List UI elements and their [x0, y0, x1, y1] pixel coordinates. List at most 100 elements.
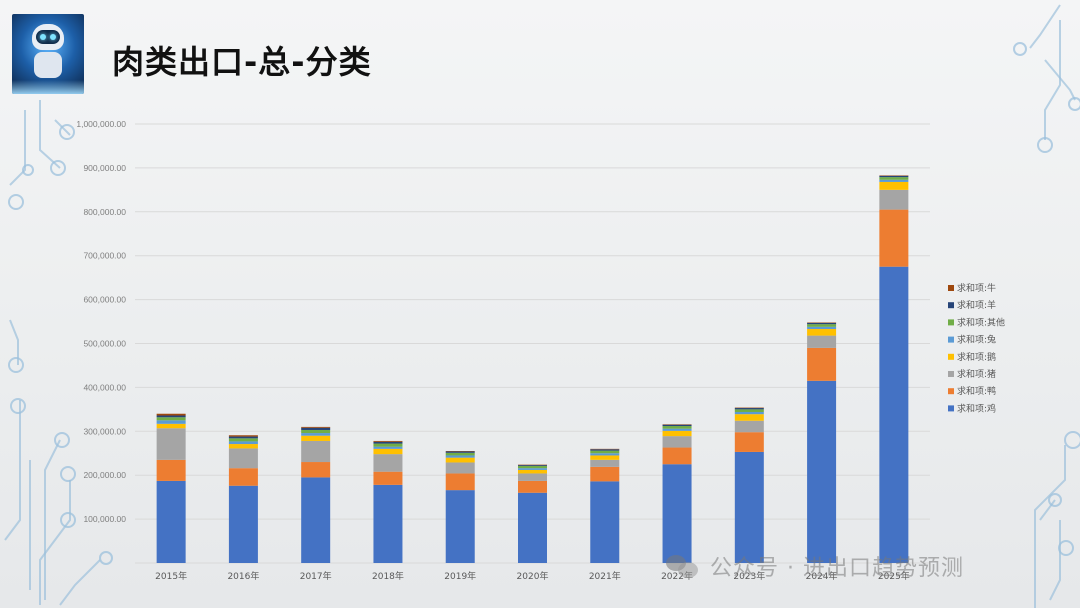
- y-tick-label: 500,000.00: [83, 339, 126, 349]
- bar-segment: [156, 428, 186, 460]
- bar-segment: [445, 490, 475, 563]
- bar-segment: [228, 448, 258, 469]
- bar-segment: [301, 440, 331, 463]
- bar-segment: [156, 413, 186, 416]
- bar-segment: [301, 427, 331, 430]
- watermark: 公众号 · 进出口趋势预测: [666, 550, 964, 582]
- bar-segment: [301, 429, 331, 434]
- bar-segment: [734, 409, 764, 412]
- bar-segment: [301, 426, 331, 428]
- bar-segment: [518, 465, 547, 466]
- bar-segment: [228, 438, 258, 442]
- bar-segment: [228, 436, 258, 439]
- bar-segment: [228, 444, 258, 449]
- legend-label: 求和项:羊: [957, 299, 996, 311]
- bar-segment: [590, 481, 620, 563]
- bar-segment: [807, 322, 837, 325]
- x-tick-label: 2017年: [300, 570, 332, 582]
- x-tick-label: 2015年: [155, 570, 187, 582]
- bar-segment: [734, 408, 764, 410]
- bar-segment: [373, 454, 403, 472]
- legend-label: 求和项:鹅: [957, 351, 996, 363]
- bar-segment: [662, 428, 692, 431]
- bar-segment: [879, 175, 909, 178]
- legend-swatch: [948, 319, 954, 326]
- y-tick-label: 800,000.00: [83, 207, 126, 217]
- legend-swatch: [948, 405, 954, 412]
- bar-segment: [879, 181, 909, 190]
- bar-segment: [807, 335, 837, 348]
- bar-segment: [301, 433, 331, 436]
- y-tick-label: 400,000.00: [83, 382, 126, 392]
- bar-segment: [518, 469, 547, 474]
- bar-segment: [301, 462, 331, 478]
- bar-segment: [662, 426, 692, 429]
- x-tick-label: 2019年: [444, 570, 476, 582]
- bar-segment: [445, 455, 475, 458]
- bar-segment: [590, 450, 620, 454]
- bar-segment: [879, 266, 909, 563]
- bar-segment: [807, 380, 837, 563]
- slide-title: 肉类出口-总-分类: [112, 43, 372, 81]
- legend-swatch: [948, 336, 954, 343]
- bar-segment: [590, 466, 620, 482]
- bar-segment: [734, 420, 764, 433]
- bar-segment: [156, 459, 186, 481]
- legend-label: 求和项:猪: [957, 368, 996, 380]
- bar-segment: [445, 457, 475, 463]
- bar-segment: [662, 464, 692, 563]
- x-tick-label: 2016年: [227, 570, 259, 582]
- bar-segment: [662, 424, 692, 427]
- bar-segment: [156, 480, 186, 563]
- legend-label: 求和项:其他: [957, 316, 1005, 328]
- bar-segment: [301, 435, 331, 441]
- y-tick-label: 600,000.00: [83, 295, 126, 305]
- bar-segment: [228, 485, 258, 563]
- bar-segment: [228, 435, 258, 437]
- legend-label: 求和项:鸭: [957, 385, 996, 397]
- bar-segment: [879, 209, 909, 267]
- x-tick-label: 2023年: [733, 570, 765, 582]
- x-tick-label: 2018年: [372, 570, 404, 582]
- bar-segment: [807, 329, 837, 336]
- bar-segment: [445, 451, 475, 453]
- y-tick-label: 1,000,000.00: [76, 119, 126, 129]
- bar-segment: [373, 446, 403, 449]
- bar-segment: [590, 459, 620, 467]
- legend-label: 求和项:牛: [957, 282, 996, 294]
- bar-segment: [662, 436, 692, 448]
- bar-segment: [807, 326, 837, 330]
- bar-segment: [734, 432, 764, 452]
- bar-segment: [662, 447, 692, 465]
- legend-swatch: [948, 371, 954, 377]
- bar-segment: [518, 492, 547, 563]
- y-tick-label: 700,000.00: [83, 251, 126, 261]
- bar-segment: [590, 453, 620, 456]
- bar-segment: [156, 417, 186, 421]
- bar-segment: [518, 473, 547, 481]
- bar-segment: [228, 468, 258, 486]
- bar-segment: [590, 449, 620, 451]
- legend-swatch: [948, 353, 954, 360]
- chart-legend: 求和项:牛求和项:羊求和项:其他求和项:兔求和项:鹅求和项:猪求和项:鸭求和项:…: [948, 282, 1005, 414]
- x-tick-label: 2024年: [806, 570, 838, 582]
- bar-segment: [662, 430, 692, 437]
- legend-label: 求和项:鸡: [957, 402, 996, 414]
- bar-segment: [518, 468, 547, 470]
- bar-segment: [373, 441, 403, 444]
- legend-swatch: [948, 302, 954, 309]
- x-tick-label: 2021年: [589, 570, 621, 582]
- bar-segment: [879, 177, 909, 180]
- legend-label: 求和项:兔: [957, 334, 996, 346]
- bar-segment: [734, 451, 764, 563]
- bar-segment: [156, 420, 186, 424]
- y-tick-label: 200,000.00: [83, 470, 126, 480]
- bar-segment: [228, 441, 258, 445]
- bar-segment: [373, 443, 403, 447]
- bar-segment: [445, 452, 475, 456]
- bar-segment: [879, 189, 909, 210]
- bar-segment: [156, 415, 186, 418]
- watermark-text: 公众号 · 进出口趋势预测: [710, 556, 964, 581]
